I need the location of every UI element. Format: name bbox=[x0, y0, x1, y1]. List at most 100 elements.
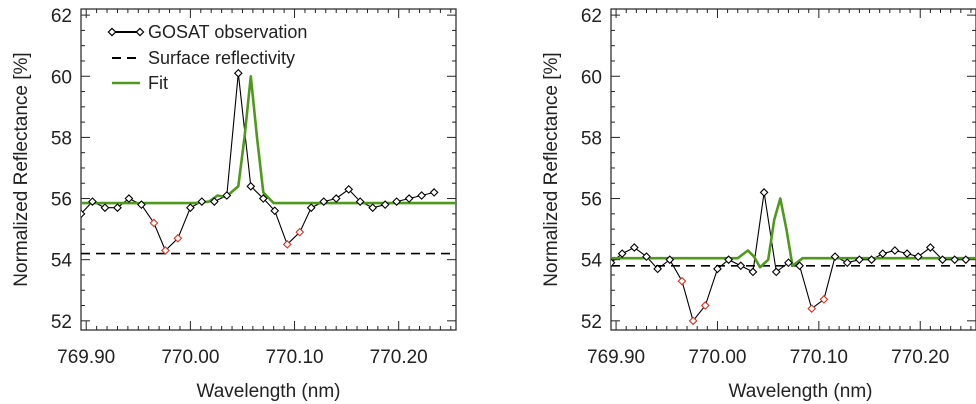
observation-point bbox=[380, 200, 390, 210]
y-tick-label: 56 bbox=[51, 190, 72, 211]
observation-point bbox=[404, 194, 414, 203]
observation-outlier-point bbox=[688, 316, 698, 326]
observation-outlier-point bbox=[149, 218, 159, 228]
observation-point bbox=[830, 252, 840, 262]
observation-point bbox=[795, 261, 804, 271]
observation-point bbox=[319, 197, 329, 206]
observation-outlier-point bbox=[807, 304, 817, 313]
observation-point bbox=[653, 264, 663, 274]
observation-point bbox=[344, 184, 354, 194]
observation-point bbox=[100, 203, 110, 213]
y-tick-label: 52 bbox=[581, 312, 602, 333]
observation-point bbox=[258, 194, 268, 203]
plot-area bbox=[611, 188, 976, 326]
observation-line bbox=[611, 192, 966, 322]
observation-point bbox=[902, 249, 912, 258]
observation-point bbox=[771, 267, 781, 277]
x-tick-label: 770.00 bbox=[161, 347, 219, 368]
observation-outlier-point bbox=[282, 240, 292, 249]
observation-point bbox=[185, 203, 195, 213]
observation-point bbox=[724, 255, 733, 265]
y-tick-label: 52 bbox=[51, 312, 72, 333]
x-tick-label: 770.00 bbox=[688, 347, 746, 368]
observation-point bbox=[233, 68, 243, 78]
plot-frame bbox=[610, 8, 976, 331]
observation-point bbox=[736, 261, 746, 271]
observation-outlier-point bbox=[677, 276, 687, 286]
chart-panel-left: 52 54 56 58 60 62 769.90 770.00 770.10 770.20 Wave… bbox=[11, 6, 457, 402]
observation-point bbox=[429, 188, 439, 197]
observation-point bbox=[938, 255, 947, 265]
legend-fit-label: Fit bbox=[148, 73, 168, 93]
observation-point bbox=[713, 264, 722, 274]
observation-point bbox=[642, 252, 651, 262]
fit-line bbox=[81, 75, 456, 205]
observation-point bbox=[925, 243, 935, 252]
x-tick-label: 769.90 bbox=[57, 347, 115, 368]
observation-point bbox=[270, 206, 280, 216]
observation-outlier-point bbox=[819, 295, 829, 304]
observation-point bbox=[759, 188, 769, 197]
y-tick-label: 62 bbox=[581, 6, 602, 27]
observation-line bbox=[81, 73, 435, 252]
x-axis-title: Wavelength (nm) bbox=[197, 381, 341, 402]
observation-point bbox=[246, 181, 256, 191]
observation-point bbox=[368, 203, 378, 213]
y-tick-label: 54 bbox=[581, 251, 603, 272]
y-tick-label: 60 bbox=[581, 67, 602, 88]
observation-point bbox=[611, 258, 616, 268]
legend-observation-marker bbox=[107, 27, 117, 37]
observation-point bbox=[306, 203, 316, 213]
legend: GOSAT observation Surface reflectivity Fit bbox=[107, 22, 307, 93]
observation-point bbox=[331, 194, 341, 203]
observation-point bbox=[913, 252, 923, 262]
y-tick-label: 56 bbox=[581, 190, 602, 211]
x-tick-label: 770.10 bbox=[265, 347, 323, 368]
observation-point bbox=[867, 255, 876, 265]
observation-point bbox=[392, 197, 402, 206]
y-tick-label: 62 bbox=[51, 6, 72, 27]
observation-point bbox=[855, 255, 864, 265]
y-tick-label: 60 bbox=[51, 67, 72, 88]
legend-observation-marker bbox=[135, 27, 145, 37]
observation-point bbox=[197, 197, 207, 206]
x-tick-label: 770.10 bbox=[790, 347, 848, 368]
plot-frame bbox=[80, 8, 457, 331]
legend-observation-label: GOSAT observation bbox=[148, 22, 307, 42]
observation-point bbox=[878, 249, 888, 258]
observation-outlier-point bbox=[160, 246, 170, 255]
observation-point bbox=[629, 243, 639, 252]
observation-point bbox=[665, 255, 675, 265]
fit-line bbox=[611, 197, 976, 269]
observation-outlier-point bbox=[700, 301, 710, 310]
chart-panel-right: 52 54 56 58 60 62 769.90 770.00 770.10 770.20 Wave… bbox=[541, 6, 976, 402]
observation-point bbox=[81, 209, 86, 219]
observation-point bbox=[222, 191, 232, 200]
y-tick-label: 58 bbox=[51, 128, 72, 149]
observation-point bbox=[961, 255, 971, 265]
x-tick-label: 770.20 bbox=[891, 347, 949, 368]
observation-point bbox=[784, 258, 793, 268]
observation-point bbox=[950, 255, 960, 265]
legend-surface-label: Surface reflectivity bbox=[148, 48, 295, 68]
observation-point bbox=[113, 203, 122, 213]
observation-point bbox=[748, 267, 758, 277]
y-tick-label: 54 bbox=[51, 251, 73, 272]
observation-outlier-point bbox=[295, 227, 305, 237]
observation-point bbox=[137, 200, 146, 210]
observation-point bbox=[209, 197, 219, 206]
observation-point bbox=[890, 246, 900, 255]
y-axis-title: Normalized Reflectance [%] bbox=[11, 52, 32, 286]
observation-point bbox=[124, 194, 134, 203]
observation-point bbox=[88, 197, 97, 206]
observation-point bbox=[617, 249, 627, 258]
observation-point bbox=[842, 258, 852, 268]
x-axis-title: Wavelength (nm) bbox=[729, 381, 873, 402]
observation-point bbox=[355, 197, 365, 206]
x-tick-label: 770.20 bbox=[370, 347, 428, 368]
y-tick-label: 58 bbox=[581, 128, 602, 149]
observation-outlier-point bbox=[173, 233, 183, 243]
plot-area bbox=[81, 68, 456, 255]
x-tick-label: 769.90 bbox=[587, 347, 645, 368]
y-axis-title: Normalized Reflectance [%] bbox=[541, 52, 562, 286]
